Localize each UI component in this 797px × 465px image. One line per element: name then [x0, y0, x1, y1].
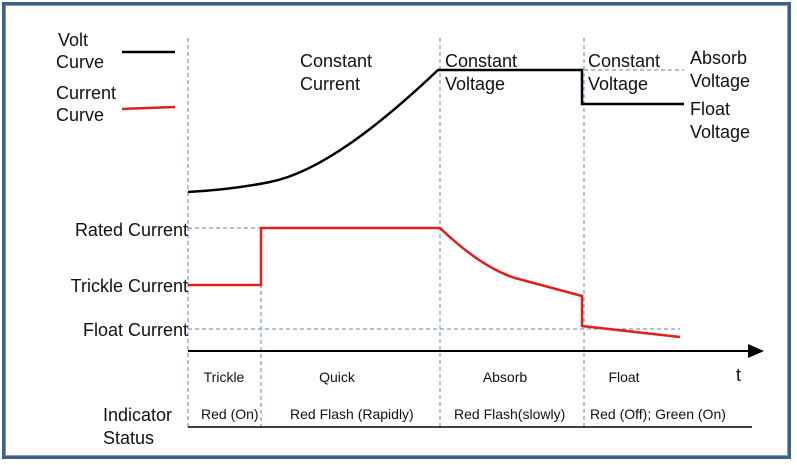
rated-current-label: Rated Current: [75, 220, 188, 240]
indicator-state-absorb: Red Flash(slowly): [454, 406, 565, 422]
phase-cc-label-2: Current: [300, 74, 360, 94]
float-current-label: Float Current: [83, 320, 188, 340]
float-voltage-label-1: Float: [690, 99, 730, 119]
stage-absorb: Absorb: [483, 369, 528, 385]
phase-cv-a-label-2: Voltage: [445, 74, 505, 94]
phase-cv-a-label-1: Constant: [445, 51, 517, 71]
stage-float: Float: [608, 369, 639, 385]
phase-cv-b-label-2: Voltage: [588, 74, 648, 94]
volt-curve: [187, 68, 684, 194]
time-axis-label: t: [736, 365, 741, 385]
stage-quick: Quick: [319, 369, 356, 385]
indicator-state-float: Red (Off); Green (On): [590, 406, 726, 422]
indicator-label-1: Indicator: [103, 405, 172, 425]
legend-current-label-2: Curve: [56, 105, 104, 125]
float-voltage-label-2: Voltage: [690, 122, 750, 142]
time-axis-arrowhead: [748, 344, 764, 358]
indicator-state-trickle: Red (On): [201, 406, 259, 422]
legend-volt-label-1: Volt: [58, 30, 88, 50]
diagram-frame: [2, 2, 791, 459]
absorb-voltage-label-1: Absorb: [690, 48, 747, 68]
indicator-label-2: Status: [103, 428, 154, 448]
phase-cv-b-label-1: Constant: [588, 51, 660, 71]
stage-trickle: Trickle: [204, 369, 245, 385]
current-curve: [188, 226, 681, 339]
legend-volt-label-2: Curve: [56, 52, 104, 72]
absorb-voltage-label-2: Voltage: [690, 71, 750, 91]
indicator-state-quick: Red Flash (Rapidly): [290, 406, 414, 422]
trickle-current-label: Trickle Current: [71, 276, 188, 296]
phase-cc-label-1: Constant: [300, 51, 372, 71]
legend-current-label-1: Current: [56, 83, 116, 103]
legend-current-line: [121, 105, 176, 111]
